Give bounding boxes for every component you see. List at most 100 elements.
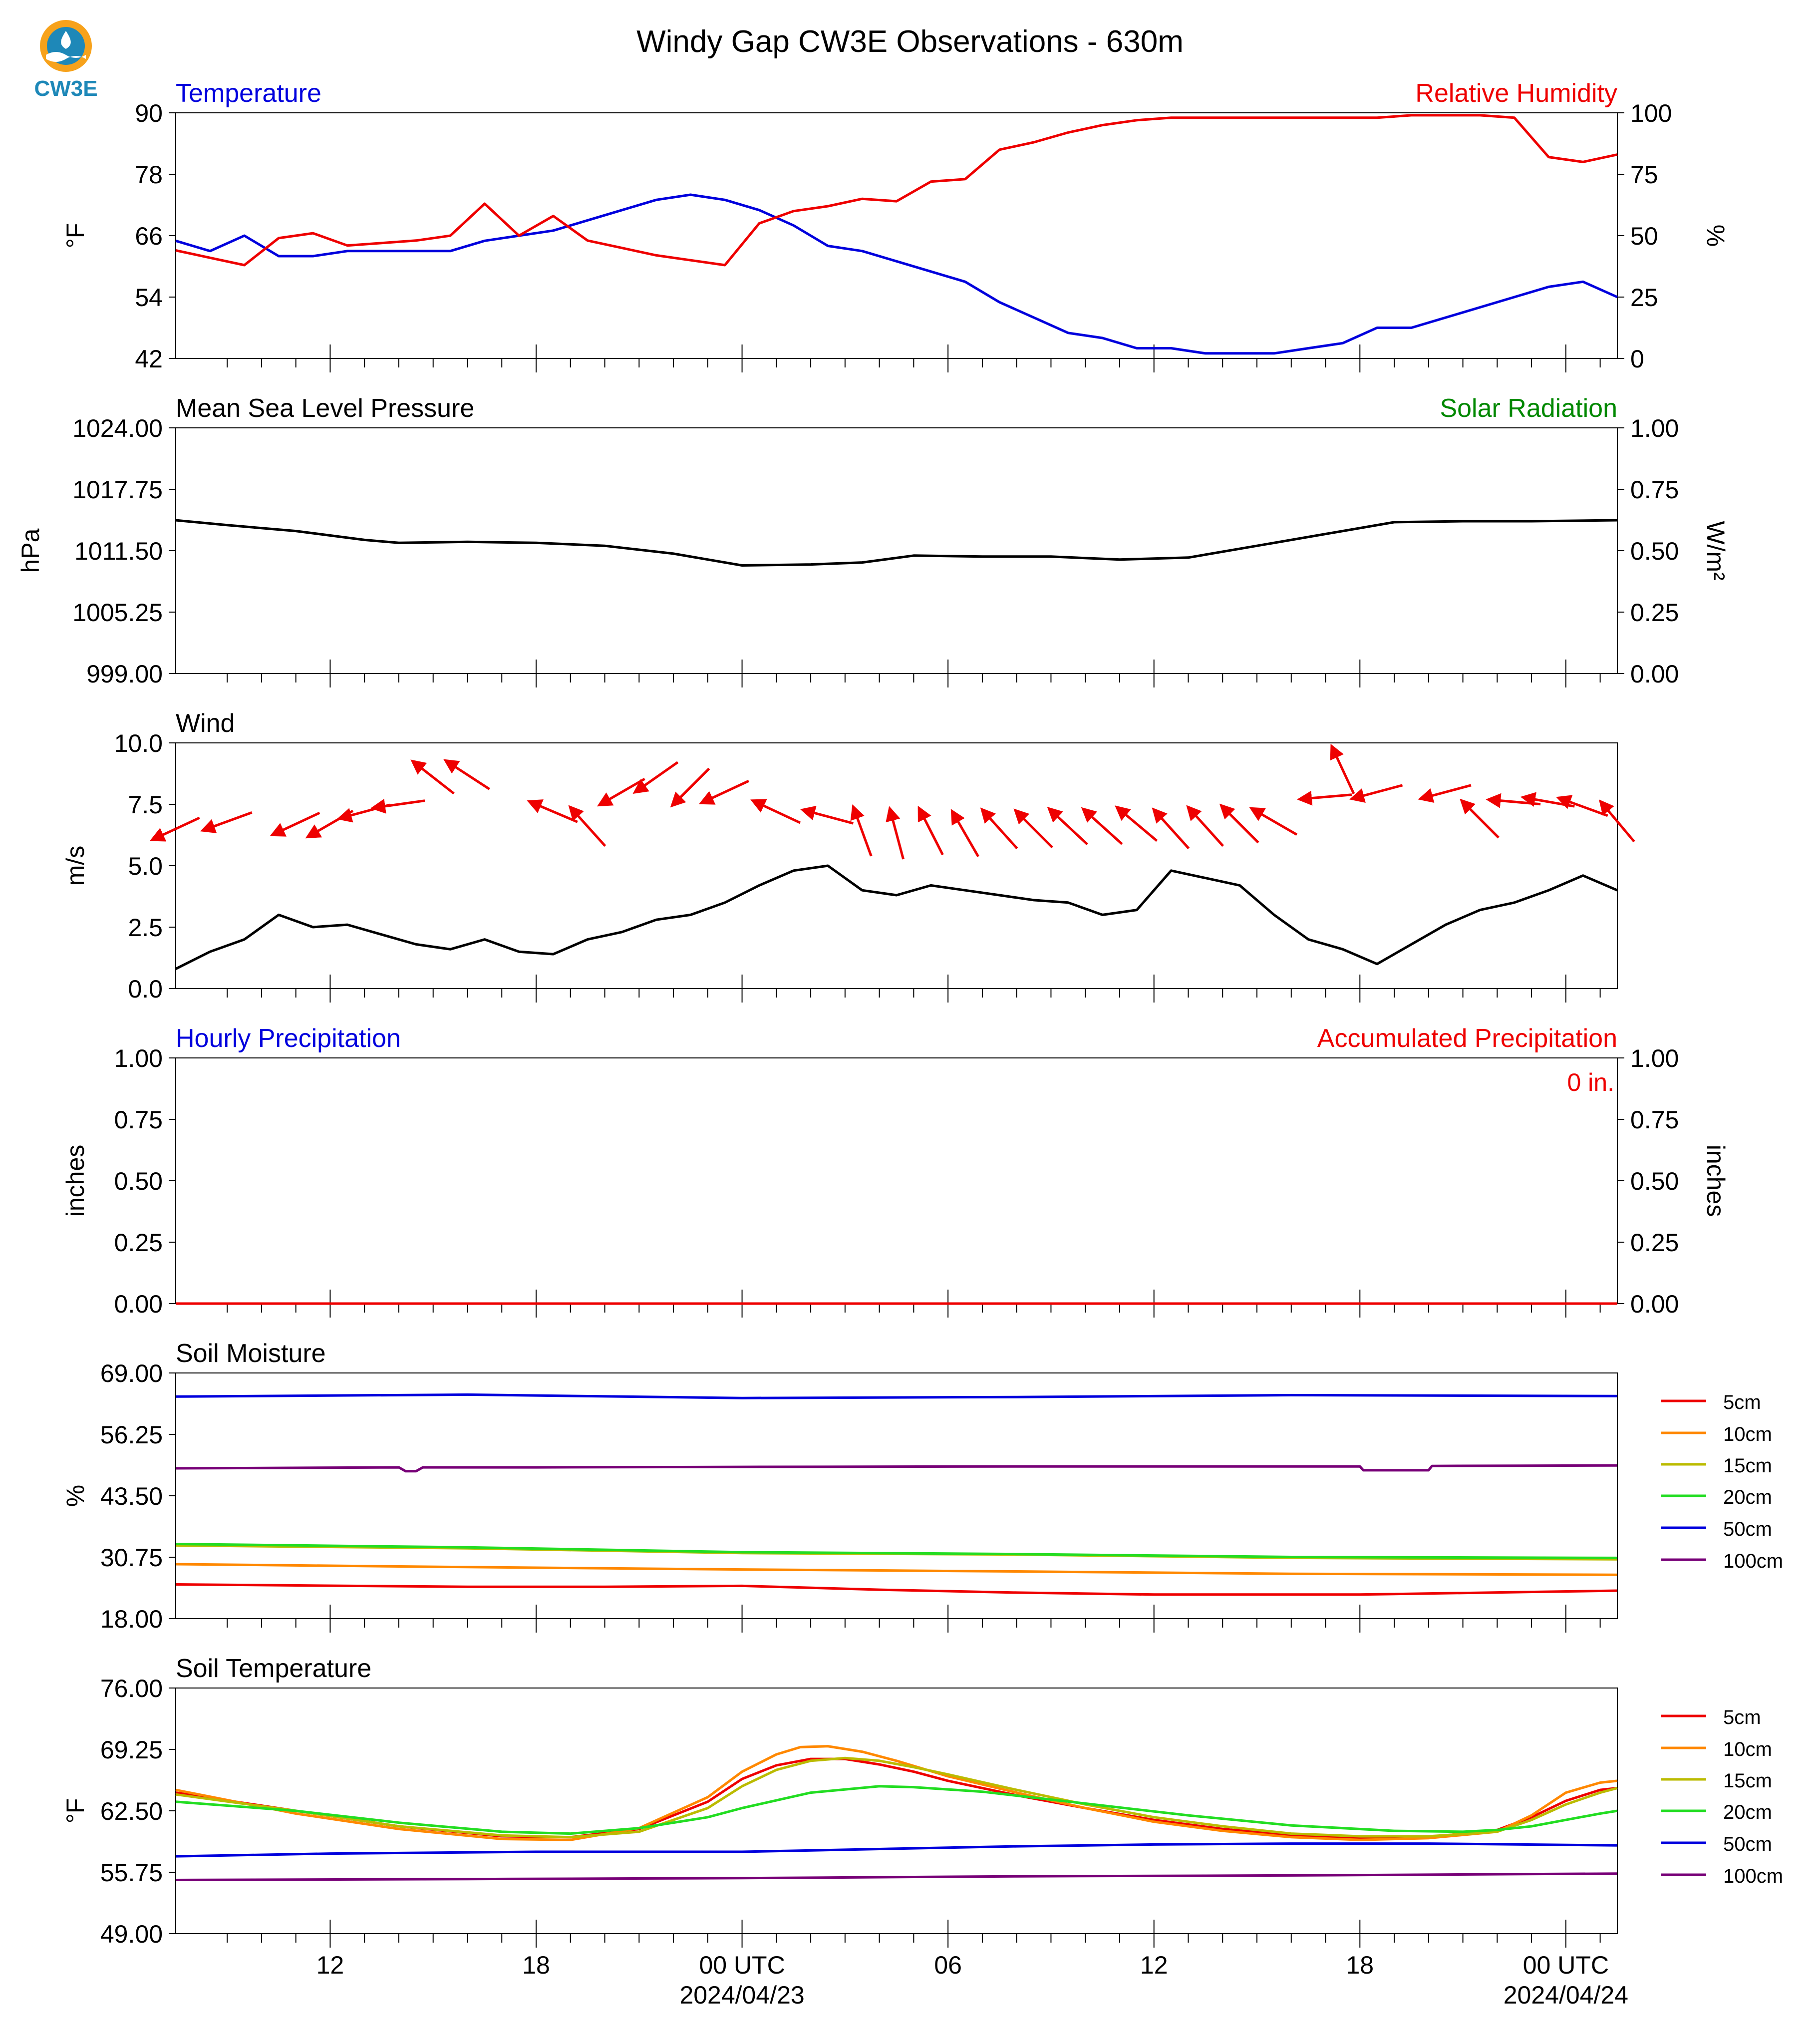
y-right-axis-label: %	[1702, 225, 1730, 247]
wind-arrow-icon	[1249, 807, 1298, 836]
y-right-tick-label: 0.50	[1630, 1167, 1679, 1195]
x-tick-label: 06	[934, 1951, 962, 1979]
plot-frame	[175, 742, 1618, 989]
y-tick-label: 62.50	[100, 1797, 163, 1825]
y-right-tick-label: 0.75	[1630, 476, 1679, 504]
wind-arrow-icon	[1219, 803, 1259, 844]
y-right-tick-label: 0.25	[1630, 1229, 1679, 1257]
y-tick-label: 2.5	[128, 914, 163, 942]
panel-precip: Hourly Precipitation Accumulated Precipit…	[61, 1024, 1730, 1318]
wind-arrow-icon	[1186, 805, 1224, 847]
series-line-15cm	[175, 1756, 1618, 1839]
series-line-wind-speed	[175, 864, 1618, 970]
y-right-tick-label: 0.50	[1630, 537, 1679, 565]
y-right-axis-label: inches	[1702, 1145, 1730, 1217]
wind-arrow-icon	[980, 807, 1018, 849]
y-right-tick-label: 25	[1630, 284, 1658, 312]
plot-frame	[175, 1372, 1618, 1619]
wind-arrow-icon	[200, 811, 253, 833]
series-line-100cm	[175, 1872, 1618, 1881]
series-line-mean-sea-level-pressure	[175, 519, 1618, 567]
y-tick-label: 999.00	[86, 660, 163, 688]
y-tick-label: 5.0	[128, 852, 163, 880]
wind-arrow-icon	[886, 806, 905, 860]
wind-arrow-icon	[1013, 808, 1053, 849]
y-tick-label: 1017.75	[72, 476, 163, 504]
panel-soil-temperature: Soil Temperature 49.00 55.75 62.50 69.25 76.0…	[61, 1654, 1783, 2009]
y-tick-label: 49.00	[100, 1920, 163, 1948]
legend-label: 50cm	[1723, 1833, 1772, 1855]
logo-droplet-icon	[61, 31, 71, 49]
legend-label: 20cm	[1723, 1801, 1772, 1823]
wind-arrow-icon	[1349, 784, 1403, 803]
y-tick-label: 43.50	[100, 1482, 163, 1510]
y-tick-label: 1.00	[114, 1044, 163, 1072]
y-tick-label: 78	[135, 161, 163, 189]
y-tick-label: 90	[135, 99, 163, 127]
wind-arrow-icon	[800, 805, 854, 825]
series-line-50cm	[175, 1393, 1618, 1399]
wind-arrow-icon	[1460, 798, 1500, 839]
wind-arrow-icon	[950, 809, 979, 857]
y-right-tick-label: 1.00	[1630, 414, 1679, 442]
wind-arrow-icon	[1081, 807, 1123, 845]
wind-arrow-icon	[443, 759, 490, 790]
y-tick-label: 0.75	[114, 1106, 163, 1134]
logo-wave-icon	[46, 52, 86, 62]
panel-title-right: Relative Humidity	[1415, 79, 1617, 108]
y-right-axis-label: W/m²	[1702, 521, 1730, 580]
y-tick-label: 76.00	[100, 1675, 163, 1702]
y-axis-label: m/s	[61, 846, 89, 886]
y-right-tick-label: 0.75	[1630, 1106, 1679, 1134]
wind-arrow-icon	[1152, 807, 1190, 849]
y-tick-label: 42	[135, 345, 163, 373]
chart-panels: Temperature Relative Humidity 42 54 66 78 90 0 2…	[16, 79, 1783, 2009]
panel-temp-rh: Temperature Relative Humidity 42 54 66 78 90 0 2…	[61, 79, 1730, 373]
wind-arrow-icon	[410, 759, 455, 795]
wind-arrow-icon	[632, 761, 679, 794]
series-line-100cm	[175, 1464, 1618, 1473]
y-tick-label: 0.00	[114, 1290, 163, 1318]
y-tick-label: 1011.50	[74, 537, 163, 565]
x-tick-label: 18	[522, 1951, 550, 1979]
y-right-tick-label: 1.00	[1630, 1044, 1679, 1072]
x-tick-label: 12	[1140, 1951, 1168, 1979]
panel-soil-moisture: Soil Moisture 18.00 30.75 43.50 56.25 69.00% 5…	[61, 1339, 1783, 1633]
panel-title-left: Soil Moisture	[176, 1339, 326, 1368]
x-tick-sublabel: 2024/04/23	[679, 1981, 804, 2009]
page-title: Windy Gap CW3E Observations - 630m	[636, 24, 1184, 59]
y-right-tick-label: 0	[1630, 345, 1644, 373]
y-tick-label: 18.00	[100, 1605, 163, 1633]
y-right-tick-label: 75	[1630, 161, 1658, 189]
x-tick-label: 18	[1346, 1951, 1374, 1979]
x-tick-sublabel: 2024/04/24	[1504, 1981, 1628, 2009]
plot-frame	[175, 112, 1618, 359]
wind-arrow-icon	[568, 805, 607, 847]
y-tick-label: 1024.00	[72, 414, 163, 442]
wind-arrow-icon	[1297, 790, 1352, 806]
y-tick-label: 0.50	[114, 1167, 163, 1195]
panel-title-right: Solar Radiation	[1440, 394, 1617, 423]
wind-arrow-icon	[1418, 784, 1472, 803]
precip-annotation: 0 in.	[1567, 1068, 1614, 1096]
series-line-20cm	[175, 1543, 1618, 1559]
legend-label: 100cm	[1723, 1550, 1783, 1572]
legend-label: 10cm	[1723, 1738, 1772, 1760]
series-line-relative-humidity	[175, 114, 1618, 267]
plot-frame	[175, 1057, 1618, 1304]
y-tick-label: 1005.25	[72, 599, 163, 627]
wind-arrow-icon	[270, 811, 320, 837]
y-axis-label: °F	[61, 223, 89, 249]
y-tick-label: 69.00	[100, 1359, 163, 1387]
panel-title-left: Mean Sea Level Pressure	[176, 394, 474, 423]
cw3e-logo: CW3E	[34, 20, 98, 101]
y-tick-label: 55.75	[100, 1859, 163, 1887]
series-line-20cm	[175, 1785, 1618, 1835]
y-right-tick-label: 50	[1630, 222, 1658, 250]
y-axis-label: inches	[61, 1145, 89, 1217]
legend-label: 5cm	[1723, 1706, 1761, 1728]
y-right-tick-label: 100	[1630, 99, 1672, 127]
legend-label: 100cm	[1723, 1865, 1783, 1887]
y-tick-label: 0.25	[114, 1229, 163, 1257]
